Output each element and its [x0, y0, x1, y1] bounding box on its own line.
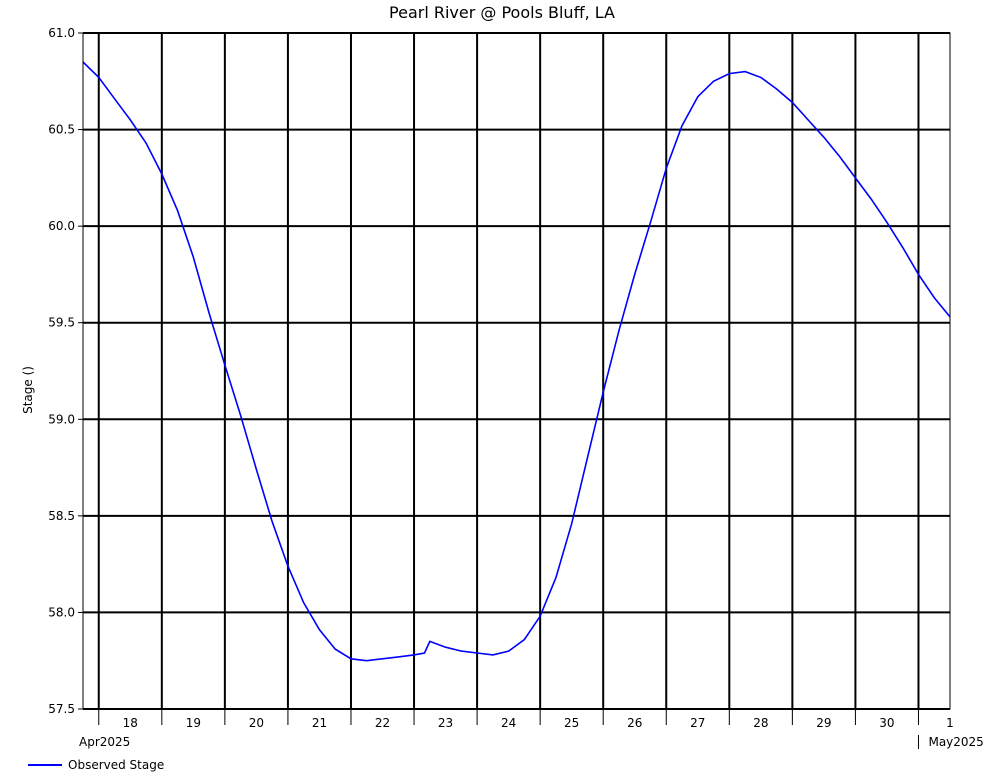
x-axis-tick-labels: 18 19 20 21 22 23 24 25 26 27 28 29 30 1 Apr2025 May202… [79, 709, 984, 749]
x-tick-label: 19 [186, 716, 201, 730]
x-tick-label: 23 [438, 716, 453, 730]
horizontal-gridlines [83, 32, 950, 710]
y-tick-label: 60.0 [48, 219, 75, 233]
x-tick-label: 24 [501, 716, 516, 730]
y-tick-label: 58.5 [48, 509, 75, 523]
y-tick-label: 57.5 [48, 702, 75, 716]
x-tick-label: 25 [564, 716, 579, 730]
legend-line-swatch [28, 764, 62, 766]
x-tick-label: 29 [816, 716, 831, 730]
month-label: May2025 [928, 735, 983, 749]
y-axis-tick-labels: 57.5 58.0 58.5 59.0 59.5 60.0 60.5 61.0 [48, 26, 83, 716]
y-tick-label: 58.0 [48, 605, 75, 619]
y-tick-label: 60.5 [48, 123, 75, 137]
observed-stage-line [82, 61, 951, 662]
legend-label: Observed Stage [68, 758, 165, 772]
chart-title: Pearl River @ Pools Bluff, LA [389, 3, 615, 22]
x-tick-label: 28 [753, 716, 768, 730]
x-tick-label: 1 [946, 716, 954, 730]
x-tick-label: 26 [627, 716, 642, 730]
legend: Observed Stage [28, 756, 164, 774]
x-tick-label: 20 [249, 716, 264, 730]
y-tick-label: 59.5 [48, 316, 75, 330]
vertical-gridlines [97, 33, 920, 709]
x-tick-label: 21 [312, 716, 327, 730]
x-tick-label: 18 [123, 716, 138, 730]
y-axis-label: Stage () [21, 366, 35, 414]
month-label: Apr2025 [79, 735, 130, 749]
x-tick-label: 30 [879, 716, 894, 730]
y-tick-label: 61.0 [48, 26, 75, 40]
x-tick-label: 22 [375, 716, 390, 730]
plot-frame [82, 32, 951, 710]
y-tick-label: 59.0 [48, 412, 75, 426]
x-tick-label: 27 [690, 716, 705, 730]
